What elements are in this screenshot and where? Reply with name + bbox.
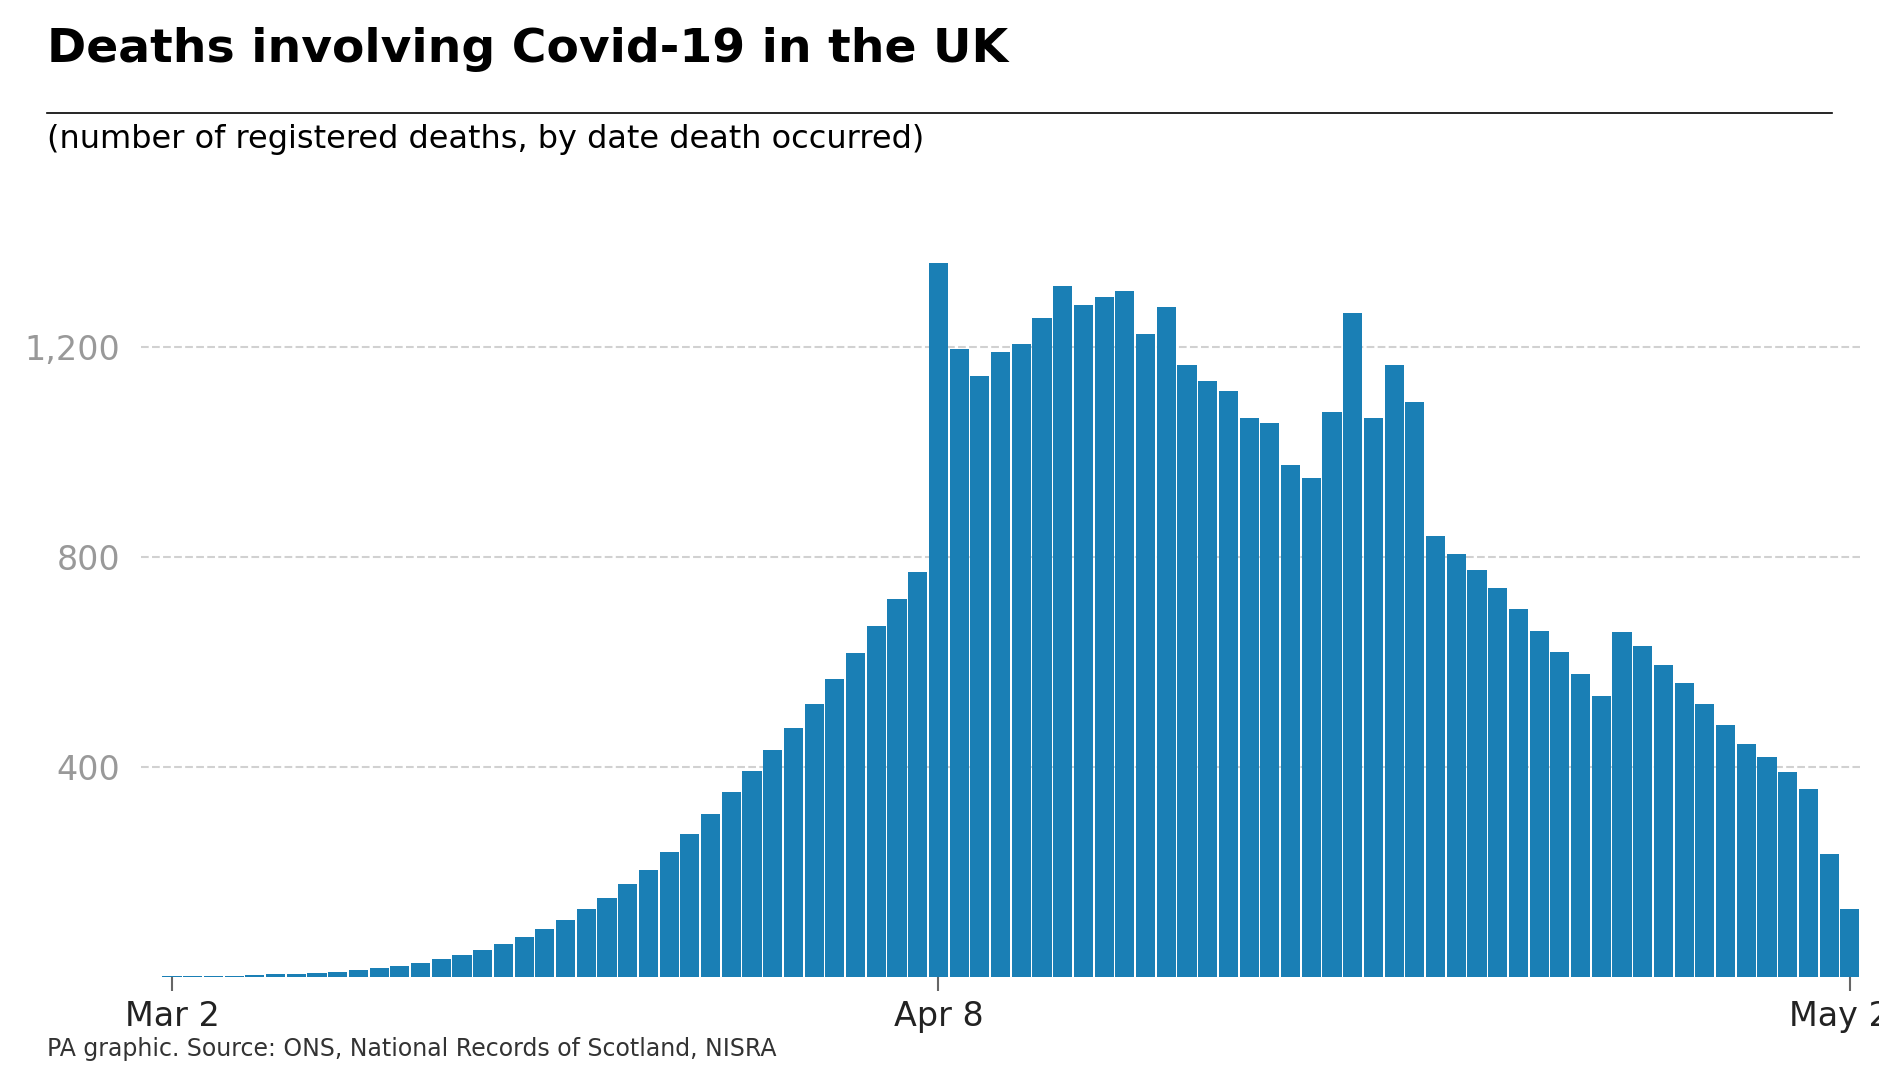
Bar [680,835,699,977]
Bar [577,909,596,977]
Bar [349,970,368,977]
Bar [949,349,970,977]
Bar [1364,418,1383,977]
Bar [474,950,492,977]
Bar [598,897,616,977]
Bar [722,793,740,977]
Bar [412,962,430,977]
Bar [1281,464,1300,977]
Bar [1778,772,1796,977]
Bar [1343,312,1362,977]
Bar [825,679,844,977]
Bar [1199,381,1218,977]
Bar [1467,570,1486,977]
Bar [1716,725,1734,977]
Bar [866,626,885,977]
Bar [1654,664,1672,977]
Bar [1137,334,1156,977]
Bar [1032,318,1052,977]
Bar [660,852,678,977]
Bar [1302,478,1321,977]
Bar [267,974,286,977]
Bar [536,929,554,977]
Bar [225,976,244,977]
Bar [763,751,782,977]
Bar [515,937,534,977]
Bar [205,976,224,977]
Bar [1488,589,1507,977]
Bar [391,966,410,977]
Bar [494,944,513,977]
Bar [1075,305,1094,977]
Bar [1405,402,1424,977]
Bar [1819,854,1840,977]
Bar [1674,683,1693,977]
Bar [1550,651,1569,977]
Bar [1323,413,1342,977]
Bar [1447,554,1466,977]
Bar [1219,391,1238,977]
Bar [308,973,327,977]
Bar [1840,909,1860,977]
Bar [1011,345,1032,977]
Bar [1736,743,1755,977]
Text: (number of registered deaths, by date death occurred): (number of registered deaths, by date de… [47,124,924,156]
Bar [990,352,1011,977]
Bar [1178,365,1197,977]
Bar [887,599,906,977]
Bar [432,959,451,977]
Bar [1157,307,1176,977]
Bar [1095,297,1114,977]
Bar [1592,697,1610,977]
Bar [329,972,348,977]
Bar [1261,423,1280,977]
Bar [784,728,802,977]
Bar [1054,286,1073,977]
Bar [970,376,990,977]
Bar [908,571,926,977]
Bar [1116,292,1135,977]
Bar [701,814,720,977]
Bar [1798,789,1819,977]
Bar [1571,674,1590,977]
Bar [804,704,823,977]
Text: Deaths involving Covid-19 in the UK: Deaths involving Covid-19 in the UK [47,27,1009,72]
Bar [556,919,575,977]
Bar [1612,632,1631,977]
Bar [370,968,389,977]
Bar [1757,757,1776,977]
Bar [742,771,761,977]
Bar [639,869,658,977]
Bar [1509,609,1528,977]
Bar [1695,704,1714,977]
Bar [928,262,947,977]
Text: PA graphic. Source: ONS, National Records of Scotland, NISRA: PA graphic. Source: ONS, National Record… [47,1037,776,1061]
Bar [1530,631,1548,977]
Bar [846,652,864,977]
Bar [287,974,306,977]
Bar [453,955,472,977]
Bar [246,975,265,977]
Bar [1426,536,1445,977]
Bar [1385,365,1404,977]
Bar [1633,646,1652,977]
Bar [1240,418,1259,977]
Bar [618,883,637,977]
